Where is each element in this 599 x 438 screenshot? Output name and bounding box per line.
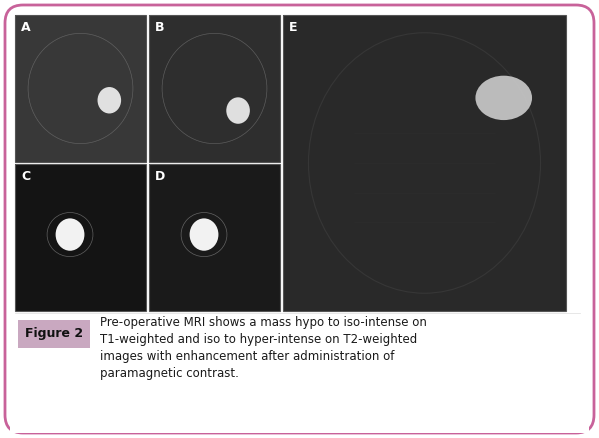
Bar	[15, 15, 146, 162]
Bar	[149, 15, 280, 162]
Text: Figure 2: Figure 2	[25, 328, 83, 340]
Bar	[149, 164, 280, 311]
Text: T1-weighted and iso to hyper-intense on T2-weighted: T1-weighted and iso to hyper-intense on …	[100, 333, 418, 346]
Text: D: D	[155, 170, 165, 183]
Bar	[283, 15, 566, 311]
Ellipse shape	[476, 76, 532, 120]
Ellipse shape	[190, 219, 219, 251]
Text: B: B	[155, 21, 165, 34]
Bar	[149, 164, 280, 311]
Text: A: A	[21, 21, 31, 34]
Bar	[149, 15, 280, 162]
Text: C: C	[21, 170, 30, 183]
Bar	[10, 313, 589, 433]
Ellipse shape	[98, 87, 121, 113]
Text: Pre-operative MRI shows a mass hypo to iso-intense on: Pre-operative MRI shows a mass hypo to i…	[100, 316, 427, 329]
Text: E: E	[289, 21, 298, 34]
Bar	[18, 320, 90, 348]
Bar	[15, 15, 146, 162]
Bar	[15, 164, 146, 311]
Bar	[283, 15, 566, 311]
Text: images with enhancement after administration of: images with enhancement after administra…	[100, 350, 394, 363]
Ellipse shape	[56, 219, 84, 251]
Bar	[15, 164, 146, 311]
FancyBboxPatch shape	[5, 5, 594, 433]
Text: paramagnetic contrast.: paramagnetic contrast.	[100, 367, 239, 380]
Ellipse shape	[226, 97, 250, 124]
